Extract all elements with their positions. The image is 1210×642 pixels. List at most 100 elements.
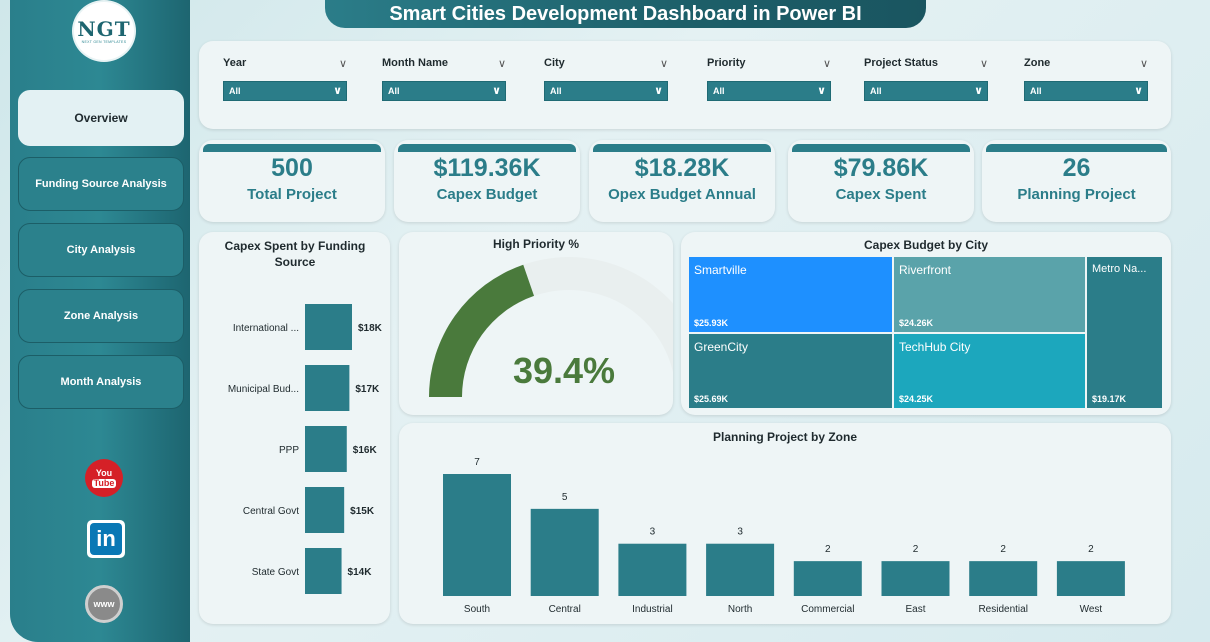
filter-dropdown[interactable]: All ∨ [707, 81, 831, 101]
sidebar-item-overview[interactable]: Overview [18, 90, 184, 146]
zone-value-label: 3 [650, 527, 656, 538]
treemap-cell-name: TechHub City [899, 340, 971, 354]
zone-bar [530, 508, 599, 596]
filter-value: All [388, 86, 400, 96]
chart-title: Capex Spent by Funding Source [224, 239, 366, 269]
funding-value-label: $17K [355, 384, 380, 395]
gauge-value: 39.4% [512, 350, 616, 391]
zone-value-label: 2 [825, 544, 831, 555]
filter-year[interactable]: Year ∨ All ∨ [223, 57, 347, 101]
chevron-down-icon[interactable]: ∨ [979, 58, 988, 70]
kpi-value: $119.36K [433, 154, 541, 182]
chart-title: Capex Budget by City [863, 238, 989, 252]
filter-label: Priority [707, 57, 746, 69]
zone-category-label: Central [549, 604, 581, 615]
funding-source-chart: International ... $18K Municipal Bud... $17… [228, 304, 383, 594]
funding-source-chart-card: Capex Spent by Funding Source Internatio… [199, 232, 390, 624]
zone-value-label: 2 [1000, 544, 1006, 555]
treemap-cell[interactable]: Smartville $25.93K [689, 257, 892, 332]
kpi-capex-spent: $79.86K Capex Spent [788, 140, 974, 222]
funding-category-label: PPP [279, 445, 299, 456]
filter-zone[interactable]: Zone ∨ All ∨ [1024, 57, 1148, 101]
linkedin-icon[interactable]: in [87, 520, 125, 558]
sidebar-item-funding-source-analysis[interactable]: Funding Source Analysis [18, 157, 184, 211]
capex-budget-by-city-card: Capex Budget by City Smartville $25.93K … [681, 232, 1171, 415]
filter-value: All [550, 86, 562, 96]
chevron-down-icon[interactable]: ∨ [497, 58, 506, 70]
treemap-cell[interactable]: Metro Na... $19.17K [1087, 257, 1162, 408]
treemap-cell-name: Riverfront [899, 263, 952, 277]
filter-value: All [229, 86, 241, 96]
zone-category-label: Residential [978, 604, 1027, 615]
filter-label: City [544, 57, 565, 69]
chevron-down-icon[interactable]: ∨ [1139, 58, 1148, 70]
filter-dropdown[interactable]: All ∨ [223, 81, 347, 101]
kpi-value: 500 [271, 154, 313, 182]
treemap-cell[interactable]: GreenCity $25.69K [689, 334, 892, 408]
zone-category-label: South [464, 604, 490, 615]
kpi-accent-bar [792, 144, 970, 152]
treemap-cell-name: Metro Na... [1092, 263, 1147, 275]
high-priority-gauge [429, 257, 673, 397]
filter-dropdown[interactable]: All ∨ [382, 81, 506, 101]
zone-bar [443, 474, 511, 596]
filter-priority[interactable]: Priority ∨ All ∨ [707, 57, 831, 101]
chevron-down-icon: ∨ [654, 85, 663, 97]
youtube-icon-text-top: You [95, 467, 113, 478]
chevron-down-icon[interactable]: ∨ [822, 58, 831, 70]
filter-project-status[interactable]: Project Status ∨ All ∨ [864, 57, 988, 101]
treemap-cell[interactable]: Riverfront $24.26K [894, 257, 1085, 332]
chevron-down-icon[interactable]: ∨ [659, 58, 668, 70]
treemap-cell-name: GreenCity [694, 340, 749, 354]
linkedin-icon-text: in [90, 523, 122, 555]
filter-dropdown[interactable]: All ∨ [544, 81, 668, 101]
zone-category-label: Commercial [801, 604, 854, 615]
kpi-accent-bar [986, 144, 1167, 152]
planning-project-by-zone-chart: 7 South 5 Central 3 Industrial 3 North 2 Commerci… [443, 457, 1125, 615]
kpi-label: Opex Budget Annual [608, 186, 756, 203]
zone-category-label: North [728, 604, 752, 615]
zone-value-label: 3 [737, 527, 743, 538]
kpi-total-project: 500 Total Project [199, 140, 385, 222]
treemap-cell-value: $25.69K [694, 394, 729, 404]
chevron-down-icon: ∨ [1134, 85, 1143, 97]
chevron-down-icon[interactable]: ∨ [338, 58, 347, 70]
funding-value-label: $15K [350, 506, 375, 517]
kpi-opex-budget-annual: $18.28K Opex Budget Annual [589, 140, 775, 222]
sidebar-item-month-analysis[interactable]: Month Analysis [18, 355, 184, 409]
chevron-down-icon: ∨ [974, 85, 983, 97]
logo: NGT NEXT GEN TEMPLATES [72, 0, 136, 62]
zone-category-label: Industrial [632, 604, 673, 615]
zone-value-label: 5 [562, 492, 568, 503]
funding-value-label: $18K [358, 323, 383, 334]
funding-bar [305, 426, 347, 472]
zone-value-label: 2 [913, 544, 919, 555]
kpi-capex-budget: $119.36K Capex Budget [394, 140, 580, 222]
kpi-label: Capex Spent [835, 186, 927, 203]
treemap-cell[interactable]: TechHub City $24.25K [894, 334, 1085, 408]
filter-value: All [713, 86, 725, 96]
zone-category-label: West [1080, 604, 1103, 615]
filter-label: Project Status [864, 57, 938, 69]
website-icon[interactable]: www [85, 585, 123, 623]
funding-bar [305, 365, 350, 411]
kpi-accent-bar [203, 144, 381, 152]
treemap-cell-value: $25.93K [694, 318, 729, 328]
sidebar-item-zone-analysis[interactable]: Zone Analysis [18, 289, 184, 343]
filter-dropdown[interactable]: All ∨ [1024, 81, 1148, 101]
kpi-accent-bar [593, 144, 771, 152]
kpi-planning-project: 26 Planning Project [982, 140, 1171, 222]
kpi-value: $79.86K [833, 154, 929, 182]
filter-city[interactable]: City ∨ All ∨ [544, 57, 668, 101]
treemap-cell-value: $19.17K [1092, 394, 1127, 404]
youtube-icon[interactable]: You Tube [85, 459, 123, 497]
funding-category-label: Municipal Bud... [228, 384, 299, 395]
filter-dropdown[interactable]: All ∨ [864, 81, 988, 101]
logo-subtext: NEXT GEN TEMPLATES [81, 39, 127, 44]
funding-category-label: Central Govt [243, 506, 299, 517]
funding-bar [305, 304, 352, 350]
sidebar-item-city-analysis[interactable]: City Analysis [18, 223, 184, 277]
zone-category-label: East [905, 604, 925, 615]
filter-month-name[interactable]: Month Name ∨ All ∨ [382, 57, 506, 101]
chevron-down-icon: ∨ [333, 85, 342, 97]
